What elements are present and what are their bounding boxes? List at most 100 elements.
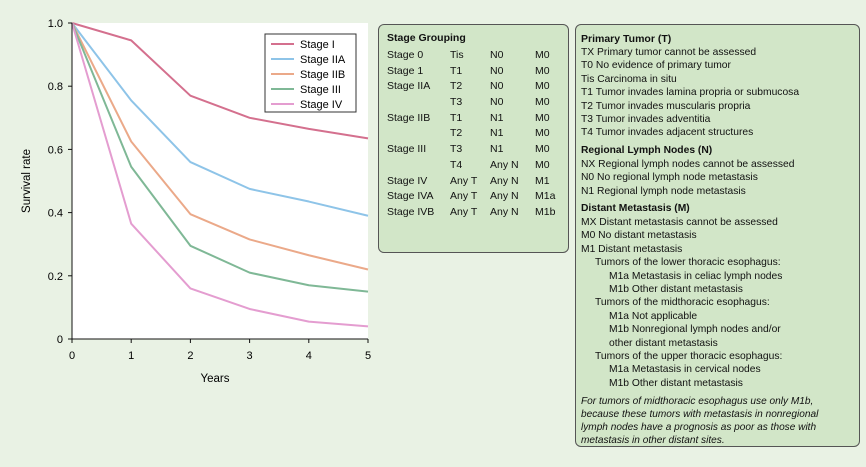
n-cell: N0 bbox=[490, 64, 504, 77]
stage-grouping-row: T3 N0 M0 bbox=[387, 95, 562, 111]
stage-cell: Stage IVA bbox=[387, 190, 434, 203]
tnm-panel: Primary Tumor (T) TX Primary tumor canno… bbox=[575, 24, 860, 447]
survival-chart: 0 0.2 0.4 0.6 0.8 1.0 0 1 2 3 4 5 Years Survival r… bbox=[21, 18, 371, 385]
x-tick-label: 3 bbox=[247, 350, 253, 362]
t-cell: T3 bbox=[450, 96, 463, 109]
t-cell: Any T bbox=[450, 174, 478, 187]
y-tick-label: 1.0 bbox=[48, 18, 63, 30]
note-line: For tumors of midthoracic esophagus use … bbox=[581, 396, 814, 408]
stage-grouping-row: Stage III T3 N1 M0 bbox=[387, 142, 562, 158]
x-tick-label: 5 bbox=[365, 350, 371, 362]
t-cell: T2 bbox=[450, 80, 463, 93]
n-cell: N1 bbox=[490, 127, 504, 140]
legend-label: Stage IIB bbox=[300, 69, 345, 81]
metastasis-item: M1 Distant metastasis bbox=[581, 243, 683, 255]
y-tick-label: 0.8 bbox=[48, 81, 63, 93]
stage-grouping-row: T2 N1 M0 bbox=[387, 126, 562, 142]
primary-tumor-item: Tis Carcinoma in situ bbox=[581, 73, 677, 85]
stage-grouping-row: Stage IV Any T Any N M1 bbox=[387, 174, 562, 190]
stage-cell: Stage IIA bbox=[387, 80, 431, 93]
m-cell: M1b bbox=[535, 205, 556, 218]
t-cell: Tis bbox=[450, 49, 464, 61]
legend-label: Stage IV bbox=[300, 99, 343, 111]
lower-thoracic-item: M1b Other distant metastasis bbox=[609, 283, 743, 295]
series-line-stage-iia bbox=[71, 22, 369, 217]
midthoracic-title: Tumors of the midthoracic esophagus: bbox=[595, 297, 770, 309]
x-tick-label: 4 bbox=[306, 350, 312, 362]
midthoracic-note: For tumors of midthoracic esophagus use … bbox=[581, 396, 853, 447]
x-axis-label: Years bbox=[201, 373, 230, 385]
midthoracic-item: M1b Nonregional lymph nodes and/or bbox=[609, 324, 781, 336]
stage-grouping-row: Stage IVB Any T Any N M1b bbox=[387, 205, 562, 221]
series-line-stage-iii bbox=[71, 22, 369, 293]
stage-cell: Stage IVB bbox=[387, 205, 435, 218]
lower-thoracic-title: Tumors of the lower thoracic esophagus: bbox=[595, 257, 781, 269]
stage-cell: Stage IV bbox=[387, 174, 428, 187]
primary-tumor-item: T4 Tumor invades adjacent structures bbox=[581, 127, 754, 139]
stage-grouping-row: Stage IIA T2 N0 M0 bbox=[387, 79, 562, 95]
legend-label: Stage III bbox=[300, 84, 341, 96]
upper-thoracic-title: Tumors of the upper thoracic esophagus: bbox=[595, 350, 783, 362]
lymph-nodes-item: NX Regional lymph nodes cannot be assess… bbox=[581, 158, 795, 170]
y-tick-label: 0.4 bbox=[48, 208, 63, 220]
m-cell: M0 bbox=[535, 96, 550, 109]
upper-thoracic-item: M1b Other distant metastasis bbox=[609, 377, 743, 389]
primary-tumor-item: T2 Tumor invades muscularis propria bbox=[581, 100, 751, 112]
lymph-nodes-item: N1 Regional lymph node metastasis bbox=[581, 185, 746, 197]
m-cell: M0 bbox=[535, 80, 550, 93]
metastasis-item: MX Distant metastasis cannot be assessed bbox=[581, 216, 778, 228]
t-cell: Any T bbox=[450, 190, 478, 203]
primary-tumor-item: TX Primary tumor cannot be assessed bbox=[581, 47, 757, 58]
primary-tumor-title: Primary Tumor (T) bbox=[581, 33, 672, 45]
n-cell: N0 bbox=[490, 80, 504, 93]
legend-label: Stage IIA bbox=[300, 54, 346, 66]
t-cell: T3 bbox=[450, 143, 463, 156]
stage-grouping-title: Stage Grouping bbox=[387, 32, 466, 44]
series-line-stage-iib bbox=[71, 22, 369, 271]
m-cell: M0 bbox=[535, 111, 550, 124]
stage-grouping-table: Stage 0 Tis N0 M0 Stage 1 T1 N0 M0 Stage IIA T2 N0… bbox=[387, 48, 562, 221]
n-cell: Any N bbox=[490, 174, 519, 187]
note-line: metastasis in other distant sites. bbox=[581, 434, 725, 446]
n-cell: N0 bbox=[490, 96, 504, 109]
metastasis-item: M0 No distant metastasis bbox=[581, 230, 697, 242]
t-cell: T4 bbox=[450, 158, 463, 171]
stage-grouping-row: Stage 1 T1 N0 M0 bbox=[387, 64, 562, 80]
midthoracic-item: other distant metastasis bbox=[609, 337, 718, 349]
stage-cell: Stage 0 bbox=[387, 49, 424, 61]
n-cell: Any N bbox=[490, 190, 519, 203]
m-cell: M1 bbox=[535, 174, 550, 187]
n-cell: N1 bbox=[490, 111, 504, 124]
note-line: because these tumors with metastasis in … bbox=[581, 408, 819, 420]
m-cell: M0 bbox=[535, 49, 550, 61]
stage-grouping-row: Stage 0 Tis N0 M0 bbox=[387, 48, 562, 64]
y-tick-label: 0.6 bbox=[48, 144, 63, 156]
stage-grouping-panel: Stage Grouping Stage 0 Tis N0 M0 Stage 1 T1 N0… bbox=[378, 24, 569, 253]
t-cell: T2 bbox=[450, 127, 463, 140]
y-tick-label: 0.2 bbox=[48, 271, 63, 283]
m-cell: M0 bbox=[535, 158, 550, 171]
m-cell: M0 bbox=[535, 127, 550, 140]
stage-grouping-row: T4 Any N M0 bbox=[387, 158, 562, 174]
lymph-nodes-title: Regional Lymph Nodes (N) bbox=[581, 145, 713, 157]
n-cell: Any N bbox=[490, 205, 519, 218]
t-cell: Any T bbox=[450, 205, 478, 218]
stage-grouping-row: Stage IVA Any T Any N M1a bbox=[387, 189, 562, 205]
x-tick-label: 2 bbox=[187, 350, 193, 362]
m-cell: M0 bbox=[535, 64, 550, 77]
x-tick-label: 1 bbox=[128, 350, 134, 362]
primary-tumor-item: T1 Tumor invades lamina propria or submu… bbox=[581, 87, 800, 99]
midthoracic-item: M1a Not applicable bbox=[609, 310, 698, 322]
y-tick-label: 0 bbox=[57, 334, 63, 346]
n-cell: Any N bbox=[490, 158, 519, 171]
series-line-stage-iv bbox=[71, 22, 369, 328]
lymph-nodes-item: N0 No regional lymph node metastasis bbox=[581, 172, 758, 184]
lower-thoracic-item: M1a Metastasis in celiac lymph nodes bbox=[609, 270, 783, 282]
n-cell: N1 bbox=[490, 143, 504, 156]
stage-cell: Stage 1 bbox=[387, 64, 424, 77]
stage-cell: Stage IIB bbox=[387, 111, 431, 124]
y-axis-label: Survival rate bbox=[21, 149, 33, 213]
note-line: lymph nodes have a prognosis as poor as … bbox=[581, 421, 817, 433]
upper-thoracic-item: M1a Metastasis in cervical nodes bbox=[609, 364, 761, 376]
primary-tumor-item: T3 Tumor invades adventitia bbox=[581, 114, 711, 126]
